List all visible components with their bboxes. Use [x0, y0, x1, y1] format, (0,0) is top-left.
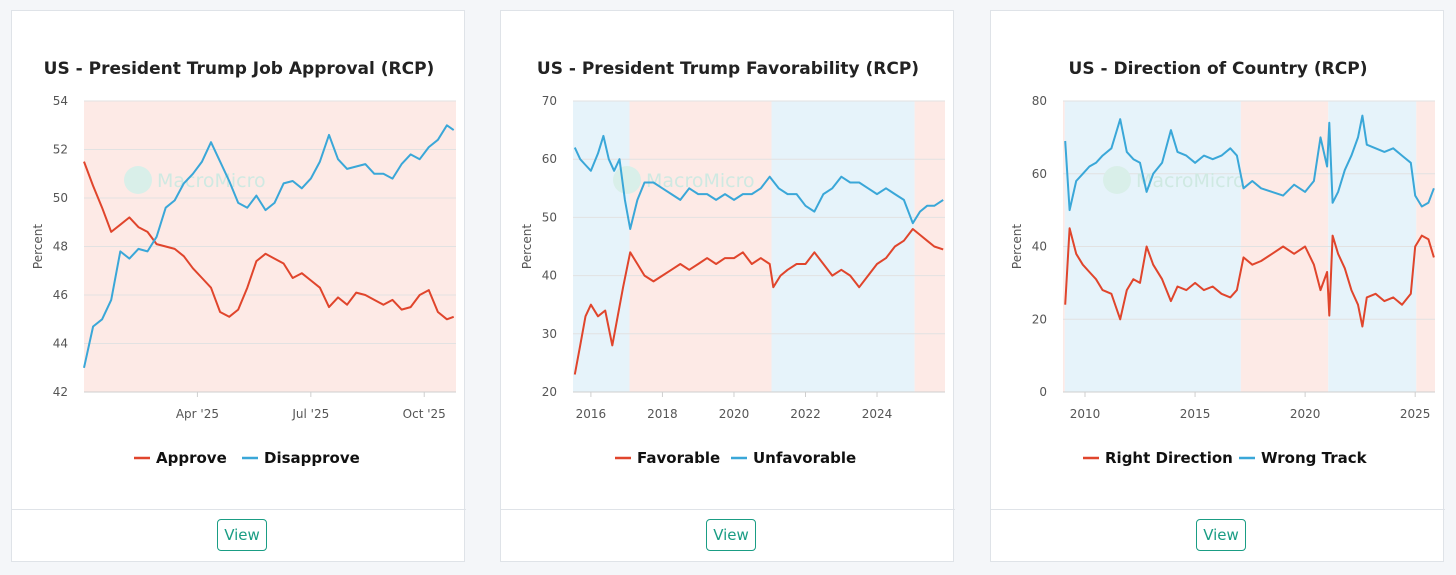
view-button[interactable]: View [217, 519, 267, 551]
y-tick-label: 20 [542, 385, 557, 399]
legend-label: Unfavorable [753, 449, 856, 467]
view-button[interactable]: View [706, 519, 756, 551]
legend-label: Approve [156, 449, 227, 467]
x-tick-label: 2016 [576, 407, 607, 421]
legend-item-unfavorable[interactable]: Unfavorable [731, 449, 856, 467]
x-tick-label: 2024 [862, 407, 893, 421]
view-button[interactable]: View [1196, 519, 1246, 551]
chart-title: US - Direction of Country (RCP) [1069, 59, 1368, 79]
series-line-approve [83, 161, 455, 321]
x-tick-label: 2015 [1180, 407, 1211, 421]
watermark-text: MacroMicro [157, 170, 266, 192]
y-axis-label: Percent [31, 224, 45, 269]
y-tick-label: 54 [53, 94, 68, 108]
legend-item-disapprove[interactable]: Disapprove [242, 449, 360, 467]
y-tick-label: 60 [542, 152, 557, 166]
legend-label: Right Direction [1105, 449, 1233, 467]
x-tick-label: 2020 [1290, 407, 1321, 421]
chart-card-favorability: US - President Trump Favorability (RCP) 2… [500, 10, 955, 562]
chart-title: US - President Trump Favorability (RCP) [537, 59, 919, 79]
y-tick-label: 0 [1039, 385, 1047, 399]
series-line-favorable [573, 228, 944, 375]
x-tick-label: 2025 [1400, 407, 1431, 421]
series-line-unfavorable [573, 134, 944, 230]
y-tick-label: 80 [1032, 94, 1047, 108]
y-tick-label: 40 [542, 269, 557, 283]
y-tick-label: 20 [1032, 312, 1047, 326]
series-line-right-direction [1064, 227, 1435, 328]
card-footer: View [991, 509, 1445, 562]
x-tick-label: Apr '25 [176, 407, 219, 421]
y-tick-label: 70 [542, 94, 557, 108]
party-band [914, 101, 945, 392]
chart-favorability: US - President Trump Favorability (RCP) 2… [520, 59, 945, 467]
x-tick-label: 2022 [790, 407, 821, 421]
legend-item-right-direction[interactable]: Right Direction [1083, 449, 1233, 467]
y-axis-label: Percent [1010, 224, 1024, 269]
legend-label: Disapprove [264, 449, 360, 467]
y-tick-label: 50 [53, 191, 68, 205]
y-tick-label: 48 [53, 240, 68, 254]
y-tick-label: 46 [53, 288, 68, 302]
chart-card-job-approval: US - President Trump Job Approval (RCP) 4… [11, 10, 466, 562]
y-tick-label: 50 [542, 210, 557, 224]
chart-title: US - President Trump Job Approval (RCP) [44, 59, 435, 79]
watermark: MacroMicro [1103, 166, 1245, 194]
y-tick-label: 30 [542, 327, 557, 341]
legend-item-wrong-track[interactable]: Wrong Track [1239, 449, 1368, 467]
party-band [629, 101, 772, 392]
watermark-logo-icon [124, 166, 152, 194]
legend-item-favorable[interactable]: Favorable [615, 449, 720, 467]
y-tick-label: 60 [1032, 167, 1047, 181]
y-tick-label: 44 [53, 337, 68, 351]
watermark-text: MacroMicro [646, 170, 755, 192]
watermark: MacroMicro [613, 166, 755, 194]
legend-item-approve[interactable]: Approve [134, 449, 227, 467]
watermark-logo-icon [613, 166, 641, 194]
legend-label: Favorable [637, 449, 720, 467]
card-body: US - President Trump Job Approval (RCP) 4… [12, 11, 466, 509]
watermark-logo-icon [1103, 166, 1131, 194]
chart-card-direction: US - Direction of Country (RCP) 0 20 40 60 80… [990, 10, 1445, 562]
x-tick-label: Jul '25 [291, 407, 329, 421]
x-tick-label: Oct '25 [403, 407, 446, 421]
x-tick-label: 2010 [1070, 407, 1101, 421]
watermark-text: MacroMicro [1136, 170, 1245, 192]
party-band [573, 101, 630, 392]
series-line-disapprove [83, 124, 455, 369]
watermark: MacroMicro [124, 166, 266, 194]
x-tick-label: 2020 [719, 407, 750, 421]
y-axis-label: Percent [520, 224, 534, 269]
party-band [771, 101, 915, 392]
x-tick-label: 2018 [647, 407, 678, 421]
card-footer: View [12, 509, 466, 562]
y-tick-label: 40 [1032, 240, 1047, 254]
chart-job-approval: US - President Trump Job Approval (RCP) 4… [31, 59, 456, 467]
y-tick-label: 52 [53, 143, 68, 157]
chart-direction-of-country: US - Direction of Country (RCP) 0 20 40 60 80… [1010, 59, 1435, 467]
series-line-wrong-track [1064, 114, 1435, 212]
y-tick-label: 42 [53, 385, 68, 399]
card-footer: View [501, 509, 955, 562]
card-body: US - President Trump Favorability (RCP) 2… [501, 11, 955, 509]
card-body: US - Direction of Country (RCP) 0 20 40 60 80… [991, 11, 1445, 509]
legend-label: Wrong Track [1261, 449, 1368, 467]
